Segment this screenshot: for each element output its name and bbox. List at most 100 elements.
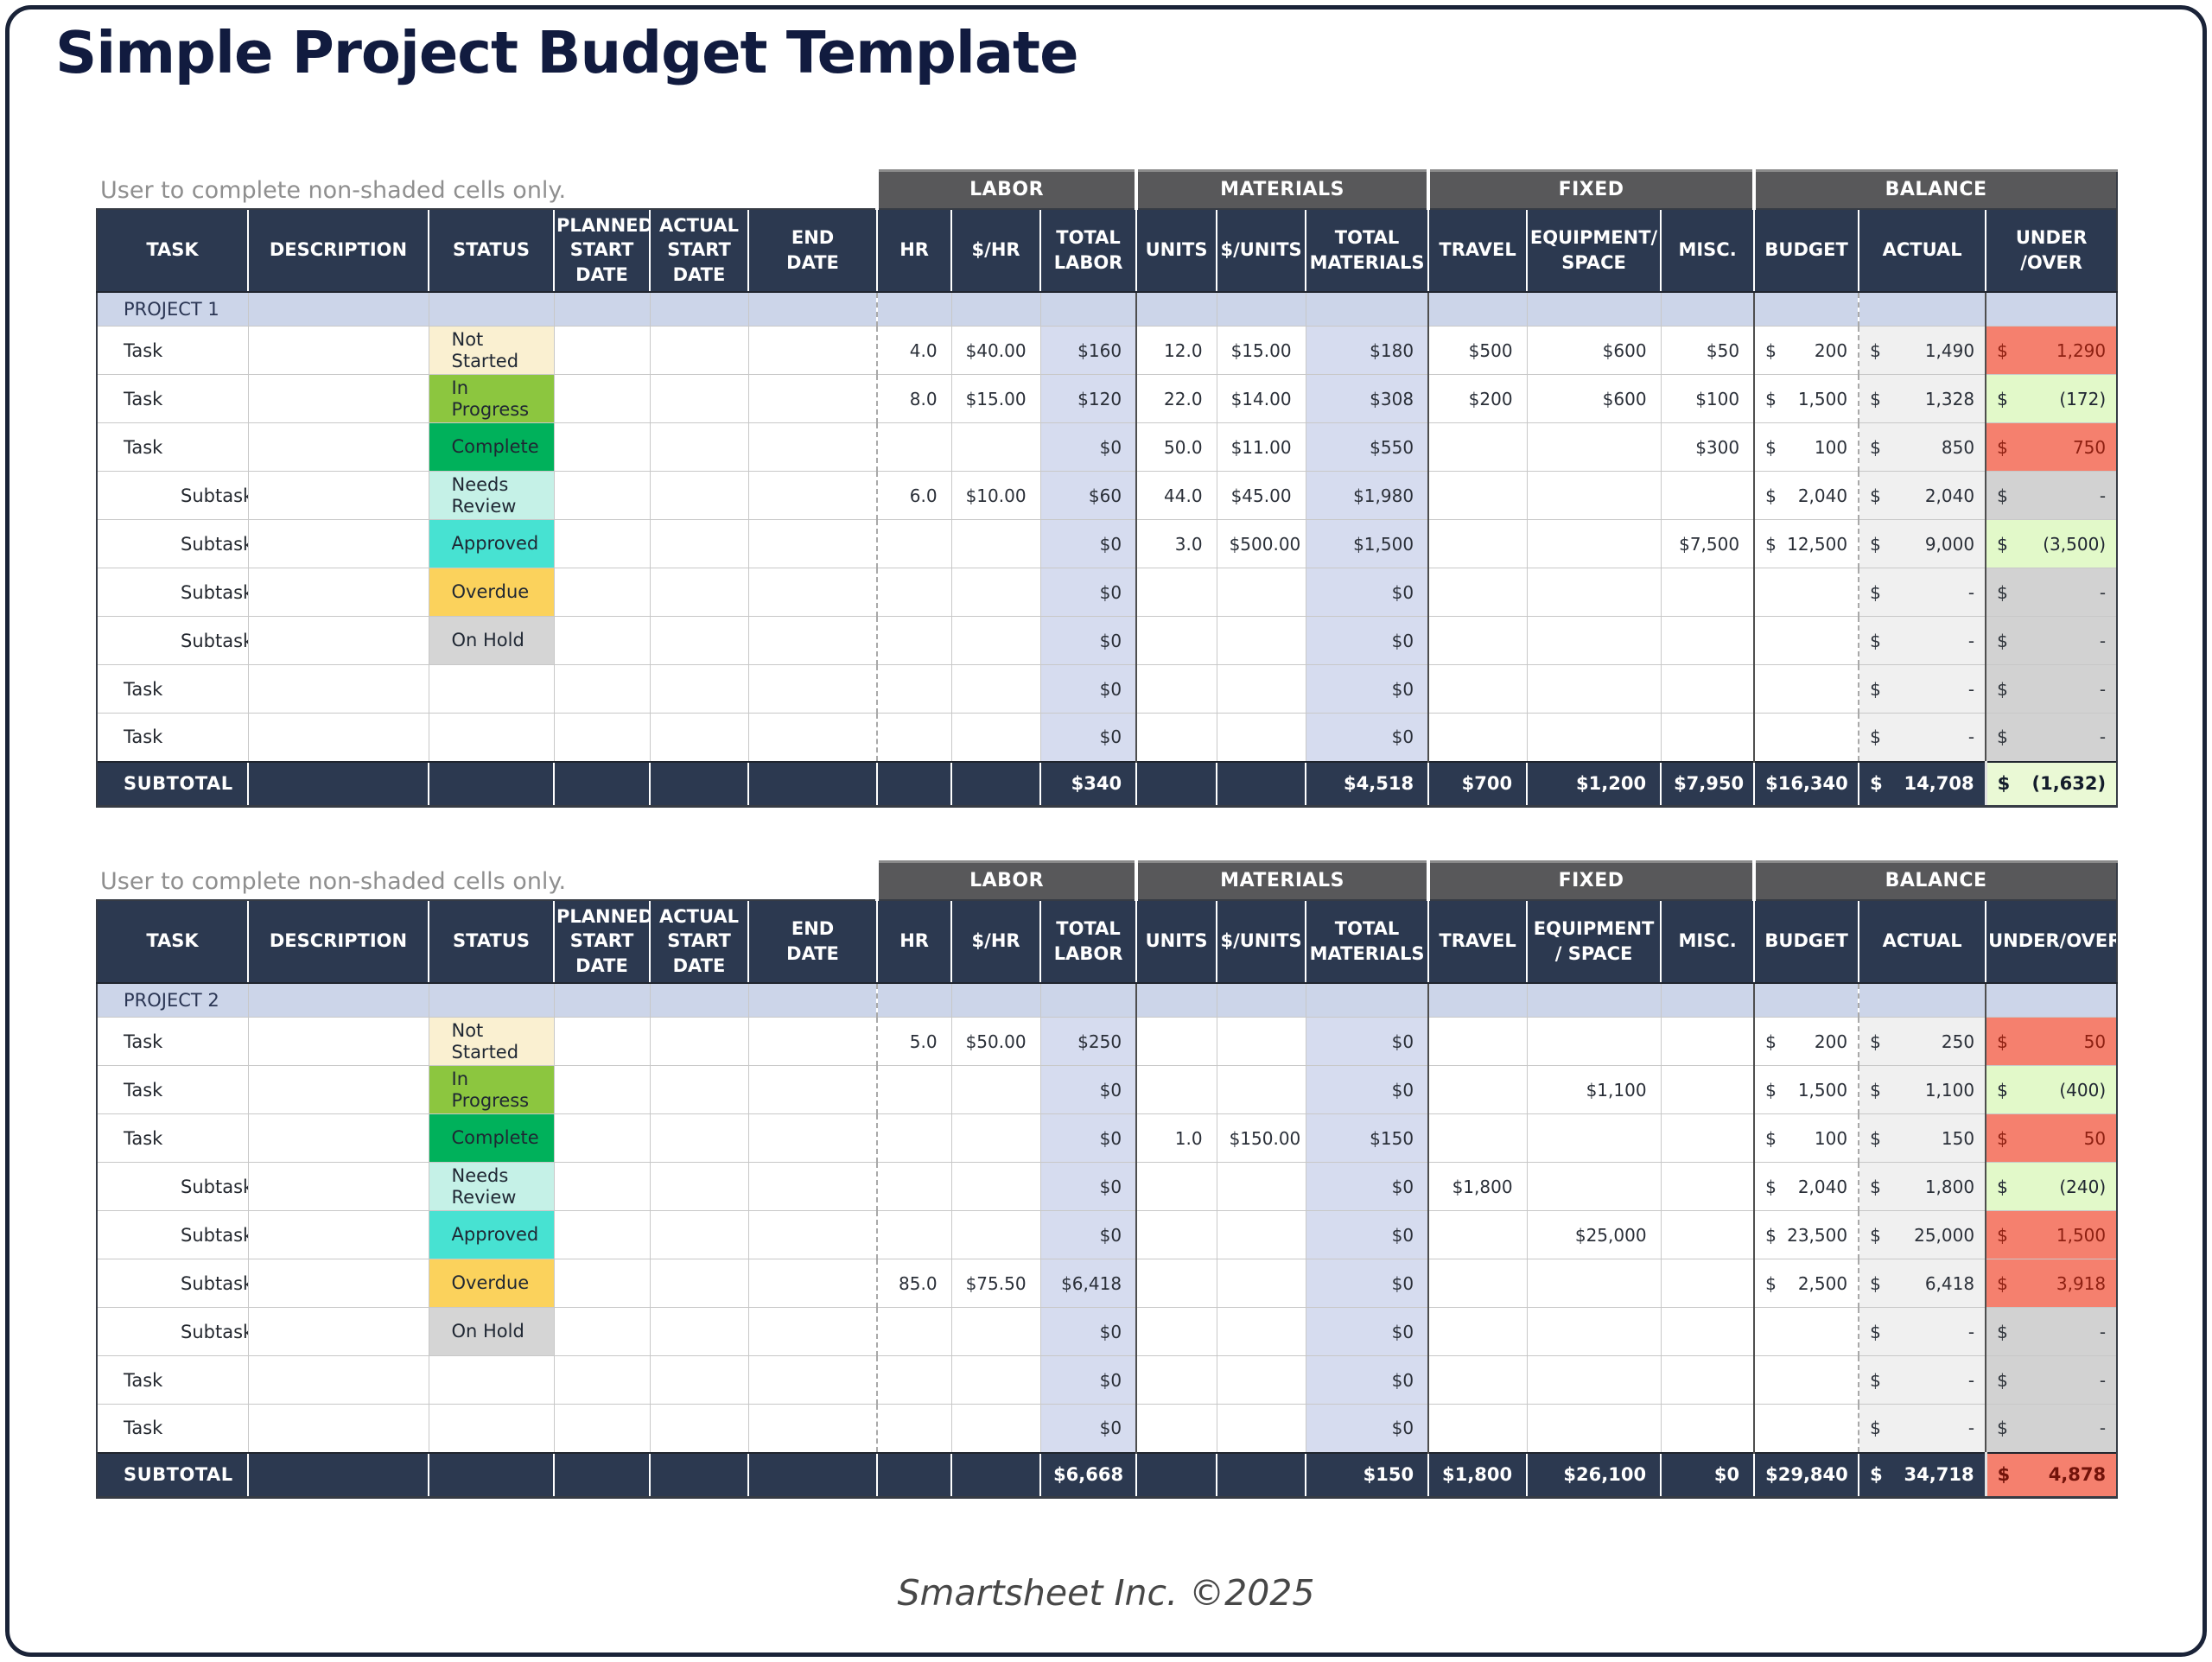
end-date-cell[interactable] [747, 1355, 878, 1405]
description-cell[interactable] [247, 1210, 429, 1259]
under-over-cell[interactable]: $3,918 [1985, 1259, 2119, 1308]
subtotal-empty-cell[interactable] [247, 760, 429, 808]
travel-cell[interactable] [1427, 422, 1528, 472]
unit-cost-cell[interactable]: $45.00 [1216, 471, 1306, 520]
unit-cost-cell[interactable]: $15.00 [1216, 326, 1306, 375]
subtotal-empty-cell[interactable] [876, 760, 952, 808]
units-cell[interactable] [1135, 1065, 1217, 1114]
description-cell[interactable] [247, 422, 429, 472]
project-row-cell[interactable] [1427, 291, 1528, 327]
unit-cost-cell[interactable] [1216, 616, 1306, 665]
budget-cell[interactable] [1753, 1355, 1859, 1405]
hr-cell[interactable]: 8.0 [876, 374, 952, 423]
equipment-cell[interactable] [1526, 568, 1662, 617]
total-materials-cell[interactable]: $0 [1305, 1017, 1429, 1066]
planned-start-cell[interactable] [553, 374, 650, 423]
task-cell[interactable]: Task [96, 326, 248, 375]
travel-cell[interactable] [1427, 713, 1528, 762]
actual-start-cell[interactable] [649, 519, 748, 568]
unit-cost-cell[interactable] [1216, 1355, 1306, 1405]
total-labor-cell[interactable]: $0 [1039, 1210, 1137, 1259]
task-cell[interactable]: Subtask [96, 568, 248, 617]
project-row-cell[interactable] [1216, 982, 1306, 1018]
planned-start-cell[interactable] [553, 1065, 650, 1114]
under-over-cell[interactable]: $50 [1985, 1113, 2119, 1163]
end-date-cell[interactable] [747, 1113, 878, 1163]
equipment-cell[interactable] [1526, 1355, 1662, 1405]
planned-start-cell[interactable] [553, 1113, 650, 1163]
total-labor-cell[interactable]: $0 [1039, 1065, 1137, 1114]
units-cell[interactable] [1135, 1210, 1217, 1259]
equipment-cell[interactable]: $600 [1526, 374, 1662, 423]
actual-start-cell[interactable] [649, 326, 748, 375]
task-cell[interactable]: Subtask [96, 1162, 248, 1211]
equipment-cell[interactable] [1526, 422, 1662, 472]
units-cell[interactable]: 50.0 [1135, 422, 1217, 472]
unit-cost-cell[interactable]: $150.00 [1216, 1113, 1306, 1163]
budget-cell[interactable] [1753, 616, 1859, 665]
subtotal-misc-cell[interactable]: $7,950 [1660, 760, 1755, 808]
travel-cell[interactable]: $1,800 [1427, 1162, 1528, 1211]
task-cell[interactable]: Task [96, 422, 248, 472]
rate-cell[interactable] [950, 1355, 1041, 1405]
project-row-cell[interactable] [1660, 982, 1755, 1018]
subtotal-empty-cell[interactable] [553, 1451, 650, 1499]
hr-cell[interactable] [876, 1210, 952, 1259]
task-cell[interactable]: Task [96, 1355, 248, 1405]
budget-cell[interactable] [1753, 1404, 1859, 1453]
rate-cell[interactable] [950, 1210, 1041, 1259]
travel-cell[interactable]: $500 [1427, 326, 1528, 375]
status-chip[interactable]: Needs Review [428, 1162, 554, 1211]
project-label-cell[interactable]: PROJECT 2 [96, 982, 248, 1018]
misc-cell[interactable] [1660, 1259, 1755, 1308]
equipment-cell[interactable] [1526, 519, 1662, 568]
planned-start-cell[interactable] [553, 713, 650, 762]
rate-cell[interactable] [950, 616, 1041, 665]
actual-start-cell[interactable] [649, 1355, 748, 1405]
total-materials-cell[interactable]: $0 [1305, 616, 1429, 665]
misc-cell[interactable]: $7,500 [1660, 519, 1755, 568]
end-date-cell[interactable] [747, 1307, 878, 1356]
description-cell[interactable] [247, 326, 429, 375]
description-cell[interactable] [247, 374, 429, 423]
subtotal-empty-cell[interactable] [649, 1451, 748, 1499]
rate-cell[interactable] [950, 713, 1041, 762]
status-chip[interactable]: On Hold [428, 1307, 554, 1356]
subtotal-misc-cell[interactable]: $0 [1660, 1451, 1755, 1499]
end-date-cell[interactable] [747, 326, 878, 375]
units-cell[interactable] [1135, 568, 1217, 617]
hr-cell[interactable] [876, 1404, 952, 1453]
hr-cell[interactable] [876, 1162, 952, 1211]
subtotal-total-labor-cell[interactable]: $340 [1039, 760, 1137, 808]
misc-cell[interactable] [1660, 1017, 1755, 1066]
hr-cell[interactable] [876, 568, 952, 617]
under-over-cell[interactable]: $ - [1985, 471, 2119, 520]
misc-cell[interactable] [1660, 1113, 1755, 1163]
total-materials-cell[interactable]: $0 [1305, 568, 1429, 617]
actual-start-cell[interactable] [649, 1210, 748, 1259]
description-cell[interactable] [247, 1113, 429, 1163]
subtotal-actual-cell[interactable]: $14,708 [1858, 760, 1986, 808]
description-cell[interactable] [247, 519, 429, 568]
project-row-cell[interactable] [950, 291, 1041, 327]
rate-cell[interactable] [950, 568, 1041, 617]
unit-cost-cell[interactable] [1216, 1210, 1306, 1259]
budget-cell[interactable]: $100 [1753, 1113, 1859, 1163]
task-cell[interactable]: Task [96, 664, 248, 714]
subtotal-equipment-cell[interactable]: $26,100 [1526, 1451, 1662, 1499]
end-date-cell[interactable] [747, 374, 878, 423]
actual-cell[interactable]: $6,418 [1858, 1259, 1986, 1308]
project-row-cell[interactable] [428, 982, 554, 1018]
task-cell[interactable]: Task [96, 374, 248, 423]
task-cell[interactable]: Subtask [96, 1259, 248, 1308]
project-row-cell[interactable] [1135, 982, 1217, 1018]
subtotal-under-over-cell[interactable]: $ (1,632) [1984, 760, 2119, 808]
budget-cell[interactable] [1753, 664, 1859, 714]
subtotal-empty-cell[interactable] [747, 760, 878, 808]
rate-cell[interactable] [950, 1113, 1041, 1163]
budget-cell[interactable] [1753, 1307, 1859, 1356]
misc-cell[interactable]: $50 [1660, 326, 1755, 375]
unit-cost-cell[interactable] [1216, 1307, 1306, 1356]
rate-cell[interactable]: $10.00 [950, 471, 1041, 520]
project-row-cell[interactable] [1427, 982, 1528, 1018]
